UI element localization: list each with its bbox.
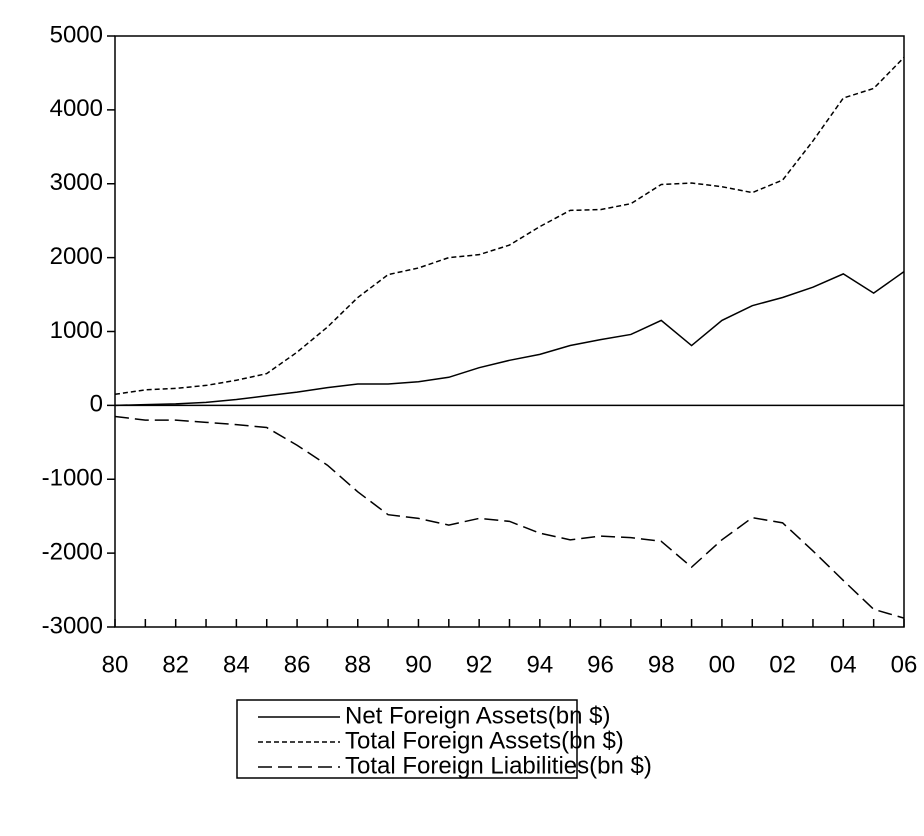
series-line — [114, 56, 905, 396]
y-tick-label: 2000 — [50, 243, 103, 270]
y-tick-label: 4000 — [50, 95, 103, 122]
x-tick-label: 92 — [466, 651, 493, 678]
y-tick-label: -3000 — [42, 612, 103, 639]
legend-label: Total Foreign Liabilities(bn $) — [345, 752, 652, 779]
series-line — [114, 415, 905, 619]
y-tick-label: -2000 — [42, 538, 103, 565]
y-tick-label: 5000 — [50, 21, 103, 48]
x-tick-label: 90 — [405, 651, 432, 678]
x-tick-label: 86 — [284, 651, 311, 678]
x-tick-label: 84 — [223, 651, 250, 678]
legend-label: Net Foreign Assets(bn $) — [345, 702, 610, 729]
series-line — [114, 271, 905, 407]
x-tick-label: 94 — [526, 651, 553, 678]
y-tick-label: -1000 — [42, 465, 103, 492]
plot-frame — [114, 35, 905, 628]
x-tick-label: 80 — [102, 651, 129, 678]
x-tick-label: 98 — [648, 651, 675, 678]
y-tick-label: 1000 — [50, 317, 103, 344]
x-tick-label: 96 — [587, 651, 614, 678]
y-tick-label: 0 — [90, 391, 103, 418]
legend-label: Total Foreign Assets(bn $) — [345, 727, 624, 754]
y-tick-label: 3000 — [50, 169, 103, 196]
x-tick-label: 00 — [709, 651, 736, 678]
x-tick-label: 82 — [162, 651, 189, 678]
legend-box — [236, 699, 578, 779]
x-tick-label: 02 — [769, 651, 796, 678]
x-tick-label: 88 — [344, 651, 371, 678]
x-tick-label: 04 — [830, 651, 857, 678]
x-tick-label: 06 — [891, 651, 918, 678]
